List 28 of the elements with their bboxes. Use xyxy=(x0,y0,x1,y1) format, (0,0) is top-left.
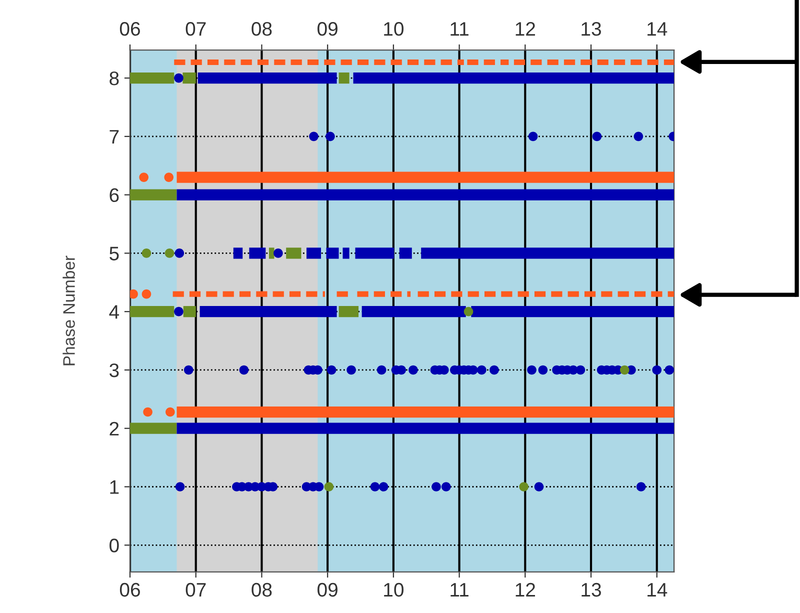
x-tick-label: 11 xyxy=(450,583,468,596)
x-tick-label: 12 xyxy=(516,582,535,596)
x2-tick-label: 12 xyxy=(516,22,535,36)
y-tick-label: 0 xyxy=(110,538,119,552)
x-tick-label: 13 xyxy=(582,582,601,597)
y-tick-label: 3 xyxy=(110,363,119,378)
x2-tick-label: 09 xyxy=(318,22,338,36)
x2-tick-label: 07 xyxy=(186,22,206,36)
x2-tick-label: 08 xyxy=(252,22,272,36)
y-axis-title: Phase Number xyxy=(62,256,75,366)
x2-tick-label: 06 xyxy=(120,22,140,36)
y-tick-label: 4 xyxy=(109,305,120,319)
y-tick-label: 1 xyxy=(110,480,119,494)
x-tick-label: 07 xyxy=(186,582,206,597)
x2-tick-label: 14 xyxy=(648,22,668,36)
y-tick-label: 6 xyxy=(110,188,119,202)
x-tick-label: 14 xyxy=(648,583,668,596)
y-tick-label: 5 xyxy=(110,246,119,260)
x-tick-label: 10 xyxy=(384,582,404,597)
x2-tick-label: 11 xyxy=(450,22,468,36)
x2-tick-label: 13 xyxy=(582,22,601,36)
x-tick-label: 06 xyxy=(120,582,140,597)
y-tick-label: 7 xyxy=(110,130,119,144)
y-tick-label: 8 xyxy=(110,72,119,86)
x-tick-label: 09 xyxy=(318,582,338,597)
y-tick-label: 2 xyxy=(110,422,119,436)
x2-tick-label: 10 xyxy=(384,22,404,36)
x-tick-label: 08 xyxy=(252,582,272,597)
